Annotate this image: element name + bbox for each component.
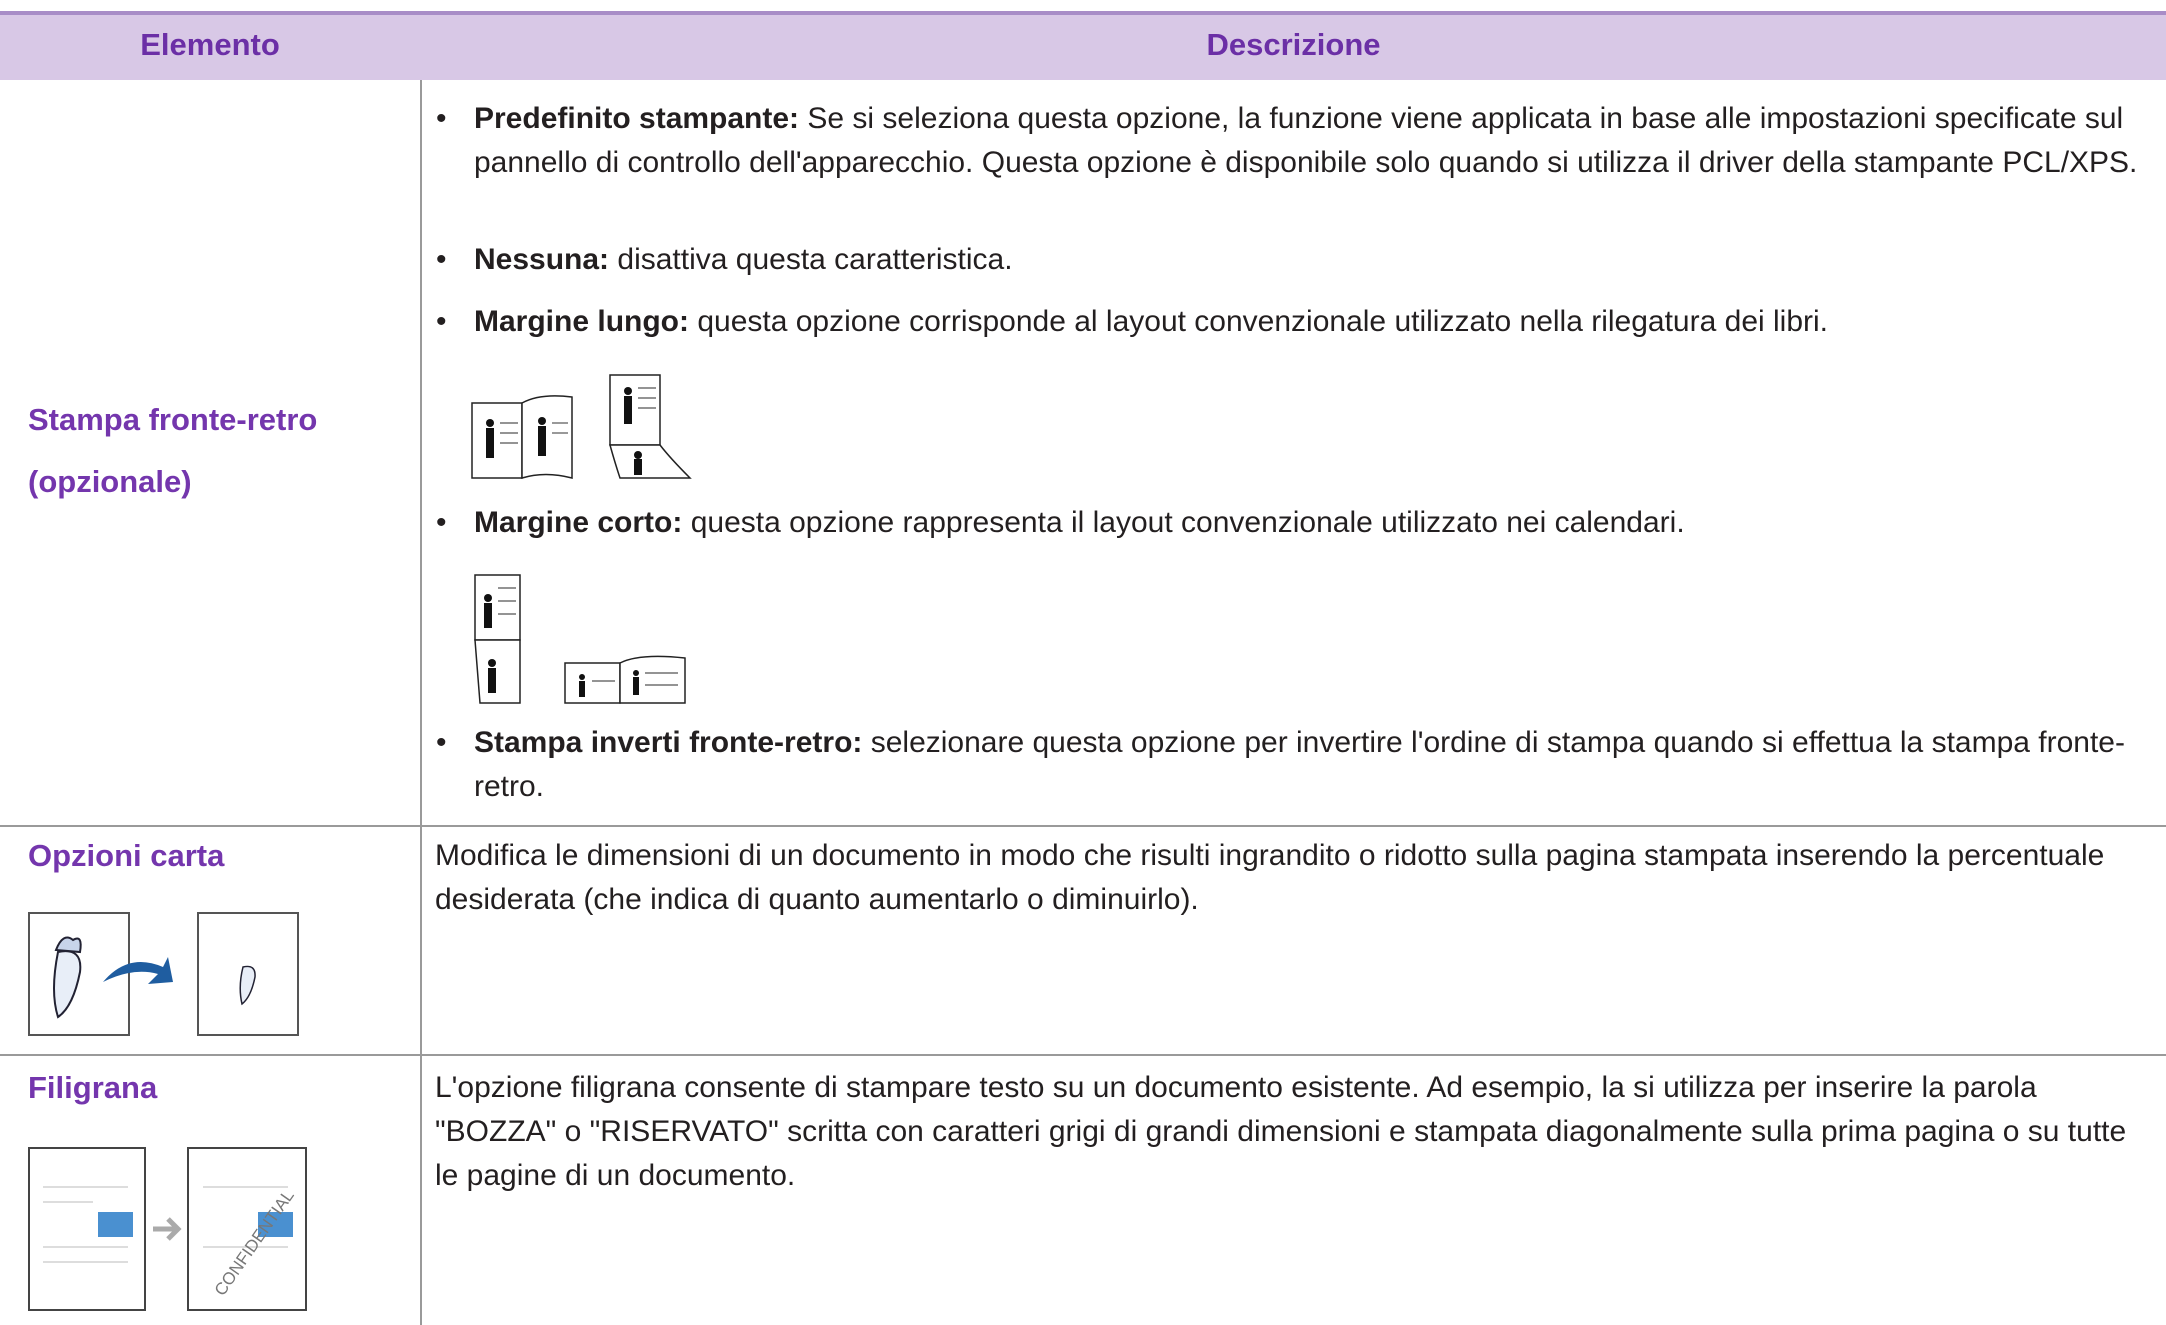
long-edge-icon (471, 374, 692, 480)
row-divider (0, 1054, 2166, 1056)
row-description: L'opzione filigrana consente di stampare… (435, 1071, 2127, 1192)
row-label: Filigrana (28, 1070, 158, 1105)
bullet-text: questa opzione corrisponde al layout con… (688, 305, 1829, 338)
bullet-term: Margine lungo: (474, 305, 689, 338)
row-divider (0, 825, 2166, 827)
bullet-dot: • (436, 726, 447, 759)
bullet-term: Nessuna: (474, 243, 610, 276)
paper-options-icon (28, 912, 299, 1036)
row-description: Modifica le dimensioni di un documento i… (435, 839, 2105, 916)
bullet-term: Predefinito stampante: (474, 102, 800, 135)
table-header (0, 11, 2166, 80)
bullet-text: selezionare questa opzione per invertire… (474, 726, 2125, 803)
watermark-icon: CONFIDENTIAL (28, 1147, 307, 1311)
bullet-item: Nessuna: disattiva questa caratteristica… (474, 238, 2154, 282)
bullet-dot: • (436, 243, 447, 276)
bullet-item: Margine corto: questa opzione rappresent… (474, 501, 2154, 545)
bullet-term: Stampa inverti fronte-retro: (474, 726, 863, 759)
row-label: Stampa fronte-retro (28, 402, 318, 437)
short-edge-icon (474, 574, 686, 704)
bullet-dot: • (436, 305, 447, 338)
row-label: Opzioni carta (28, 838, 225, 873)
bullet-text: Se si seleziona questa opzione, la funzi… (474, 102, 2138, 179)
column-header: Descrizione (1206, 27, 1381, 62)
bullet-item: Stampa inverti fronte-retro: selezionare… (474, 721, 2154, 809)
bullet-text: disattiva questa caratteristica. (609, 243, 1013, 276)
bullet-text: questa opzione rappresenta il layout con… (682, 506, 1685, 539)
column-header: Elemento (140, 27, 280, 62)
bullet-dot: • (436, 102, 447, 135)
column-divider (420, 80, 422, 1325)
bullet-item: Predefinito stampante: Se si seleziona q… (474, 97, 2154, 185)
bullet-item: Margine lungo: questa opzione corrispond… (474, 300, 2154, 344)
bullet-term: Margine corto: (474, 506, 683, 539)
bullet-dot: • (436, 506, 447, 539)
row-label: (opzionale) (28, 464, 192, 499)
